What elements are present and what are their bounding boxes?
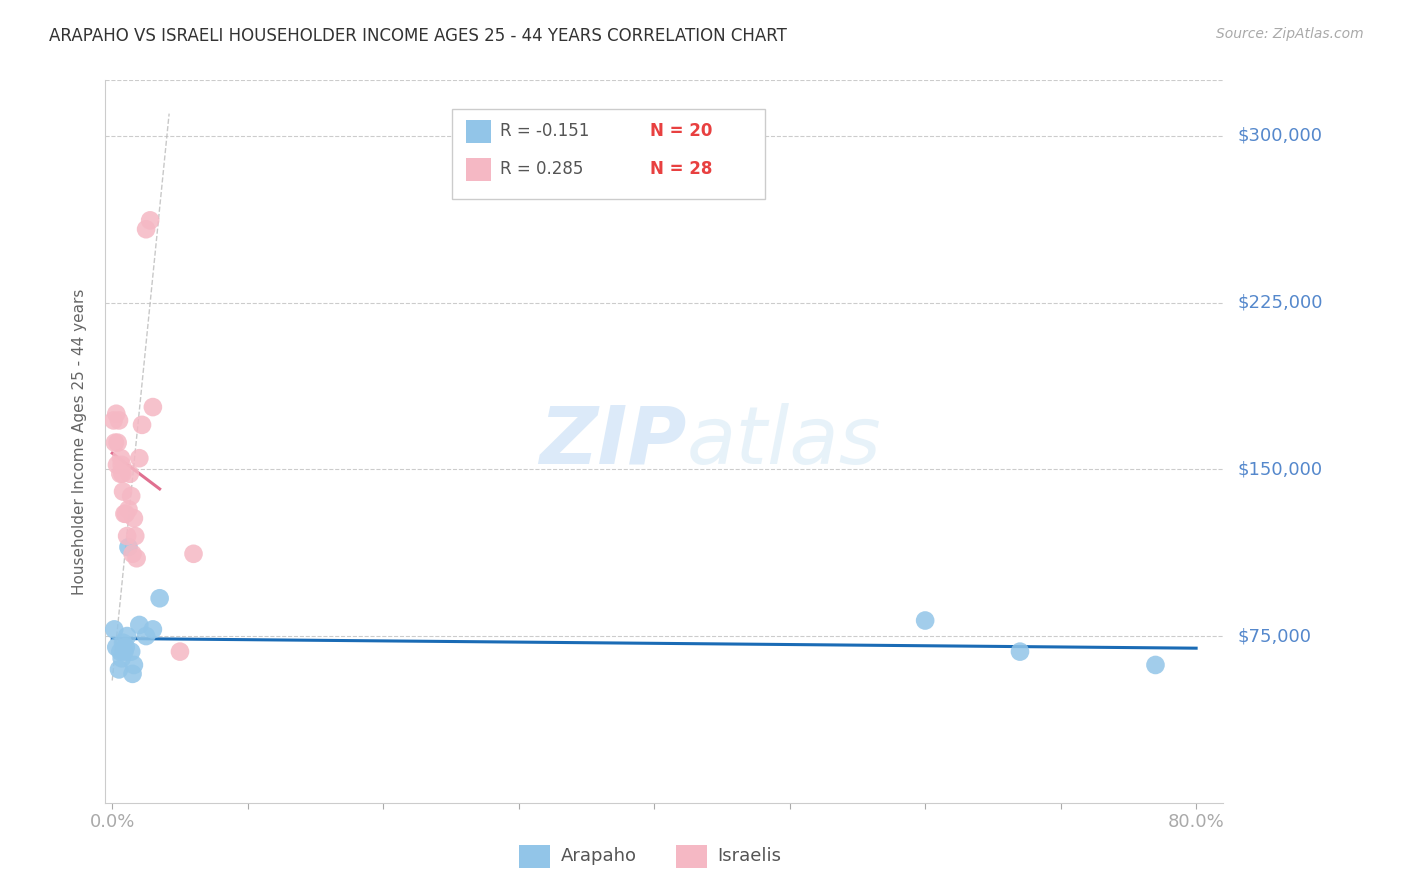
Point: [108, 413, 131, 427]
Point: [1144, 657, 1167, 672]
Point: [107, 435, 129, 450]
Text: Source: ZipAtlas.com: Source: ZipAtlas.com: [1216, 27, 1364, 41]
Point: [114, 640, 136, 655]
Point: [112, 636, 135, 650]
Point: [135, 222, 157, 236]
Point: [121, 547, 143, 561]
Point: [112, 507, 135, 521]
Text: N = 28: N = 28: [650, 161, 713, 178]
Text: N = 20: N = 20: [650, 122, 713, 140]
Point: [120, 645, 142, 659]
Point: [108, 662, 131, 676]
Text: $225,000: $225,000: [1237, 293, 1323, 311]
FancyBboxPatch shape: [675, 845, 707, 868]
Point: [111, 458, 134, 472]
Point: [105, 640, 128, 655]
Point: [128, 451, 150, 466]
Text: $300,000: $300,000: [1237, 127, 1322, 145]
Y-axis label: Householder Income Ages 25 - 44 years: Householder Income Ages 25 - 44 years: [72, 288, 87, 595]
Point: [117, 502, 139, 516]
Point: [121, 666, 143, 681]
Point: [110, 467, 132, 481]
Point: [139, 213, 162, 227]
Point: [117, 540, 139, 554]
Text: $150,000: $150,000: [1237, 460, 1322, 478]
Point: [169, 645, 191, 659]
Point: [914, 614, 936, 628]
Point: [115, 529, 138, 543]
Point: [128, 618, 150, 632]
Point: [115, 629, 138, 643]
Text: $75,000: $75,000: [1237, 627, 1312, 645]
Point: [104, 435, 127, 450]
FancyBboxPatch shape: [519, 845, 550, 868]
FancyBboxPatch shape: [467, 120, 491, 143]
Point: [122, 657, 145, 672]
Text: R = -0.151: R = -0.151: [501, 122, 589, 140]
Point: [112, 484, 135, 499]
Point: [112, 645, 135, 659]
Point: [1008, 645, 1031, 659]
Point: [125, 551, 148, 566]
Point: [103, 623, 125, 637]
Point: [111, 651, 134, 665]
Point: [103, 413, 125, 427]
Text: Israelis: Israelis: [717, 847, 780, 865]
Point: [149, 591, 172, 606]
Point: [110, 645, 132, 659]
FancyBboxPatch shape: [467, 158, 491, 181]
Point: [105, 407, 128, 421]
Point: [124, 529, 146, 543]
Point: [111, 467, 134, 481]
Point: [142, 400, 165, 414]
Point: [120, 489, 142, 503]
Point: [122, 511, 145, 525]
Point: [110, 451, 132, 466]
Text: Arapaho: Arapaho: [561, 847, 637, 865]
Point: [131, 417, 153, 432]
Point: [183, 547, 205, 561]
Text: R = 0.285: R = 0.285: [501, 161, 583, 178]
Point: [118, 467, 141, 481]
Point: [142, 623, 165, 637]
Point: [105, 458, 128, 472]
Text: atlas: atlas: [686, 402, 882, 481]
Point: [114, 507, 136, 521]
Text: ZIP: ZIP: [540, 402, 686, 481]
Point: [135, 629, 157, 643]
Text: ARAPAHO VS ISRAELI HOUSEHOLDER INCOME AGES 25 - 44 YEARS CORRELATION CHART: ARAPAHO VS ISRAELI HOUSEHOLDER INCOME AG…: [49, 27, 787, 45]
FancyBboxPatch shape: [451, 109, 765, 200]
